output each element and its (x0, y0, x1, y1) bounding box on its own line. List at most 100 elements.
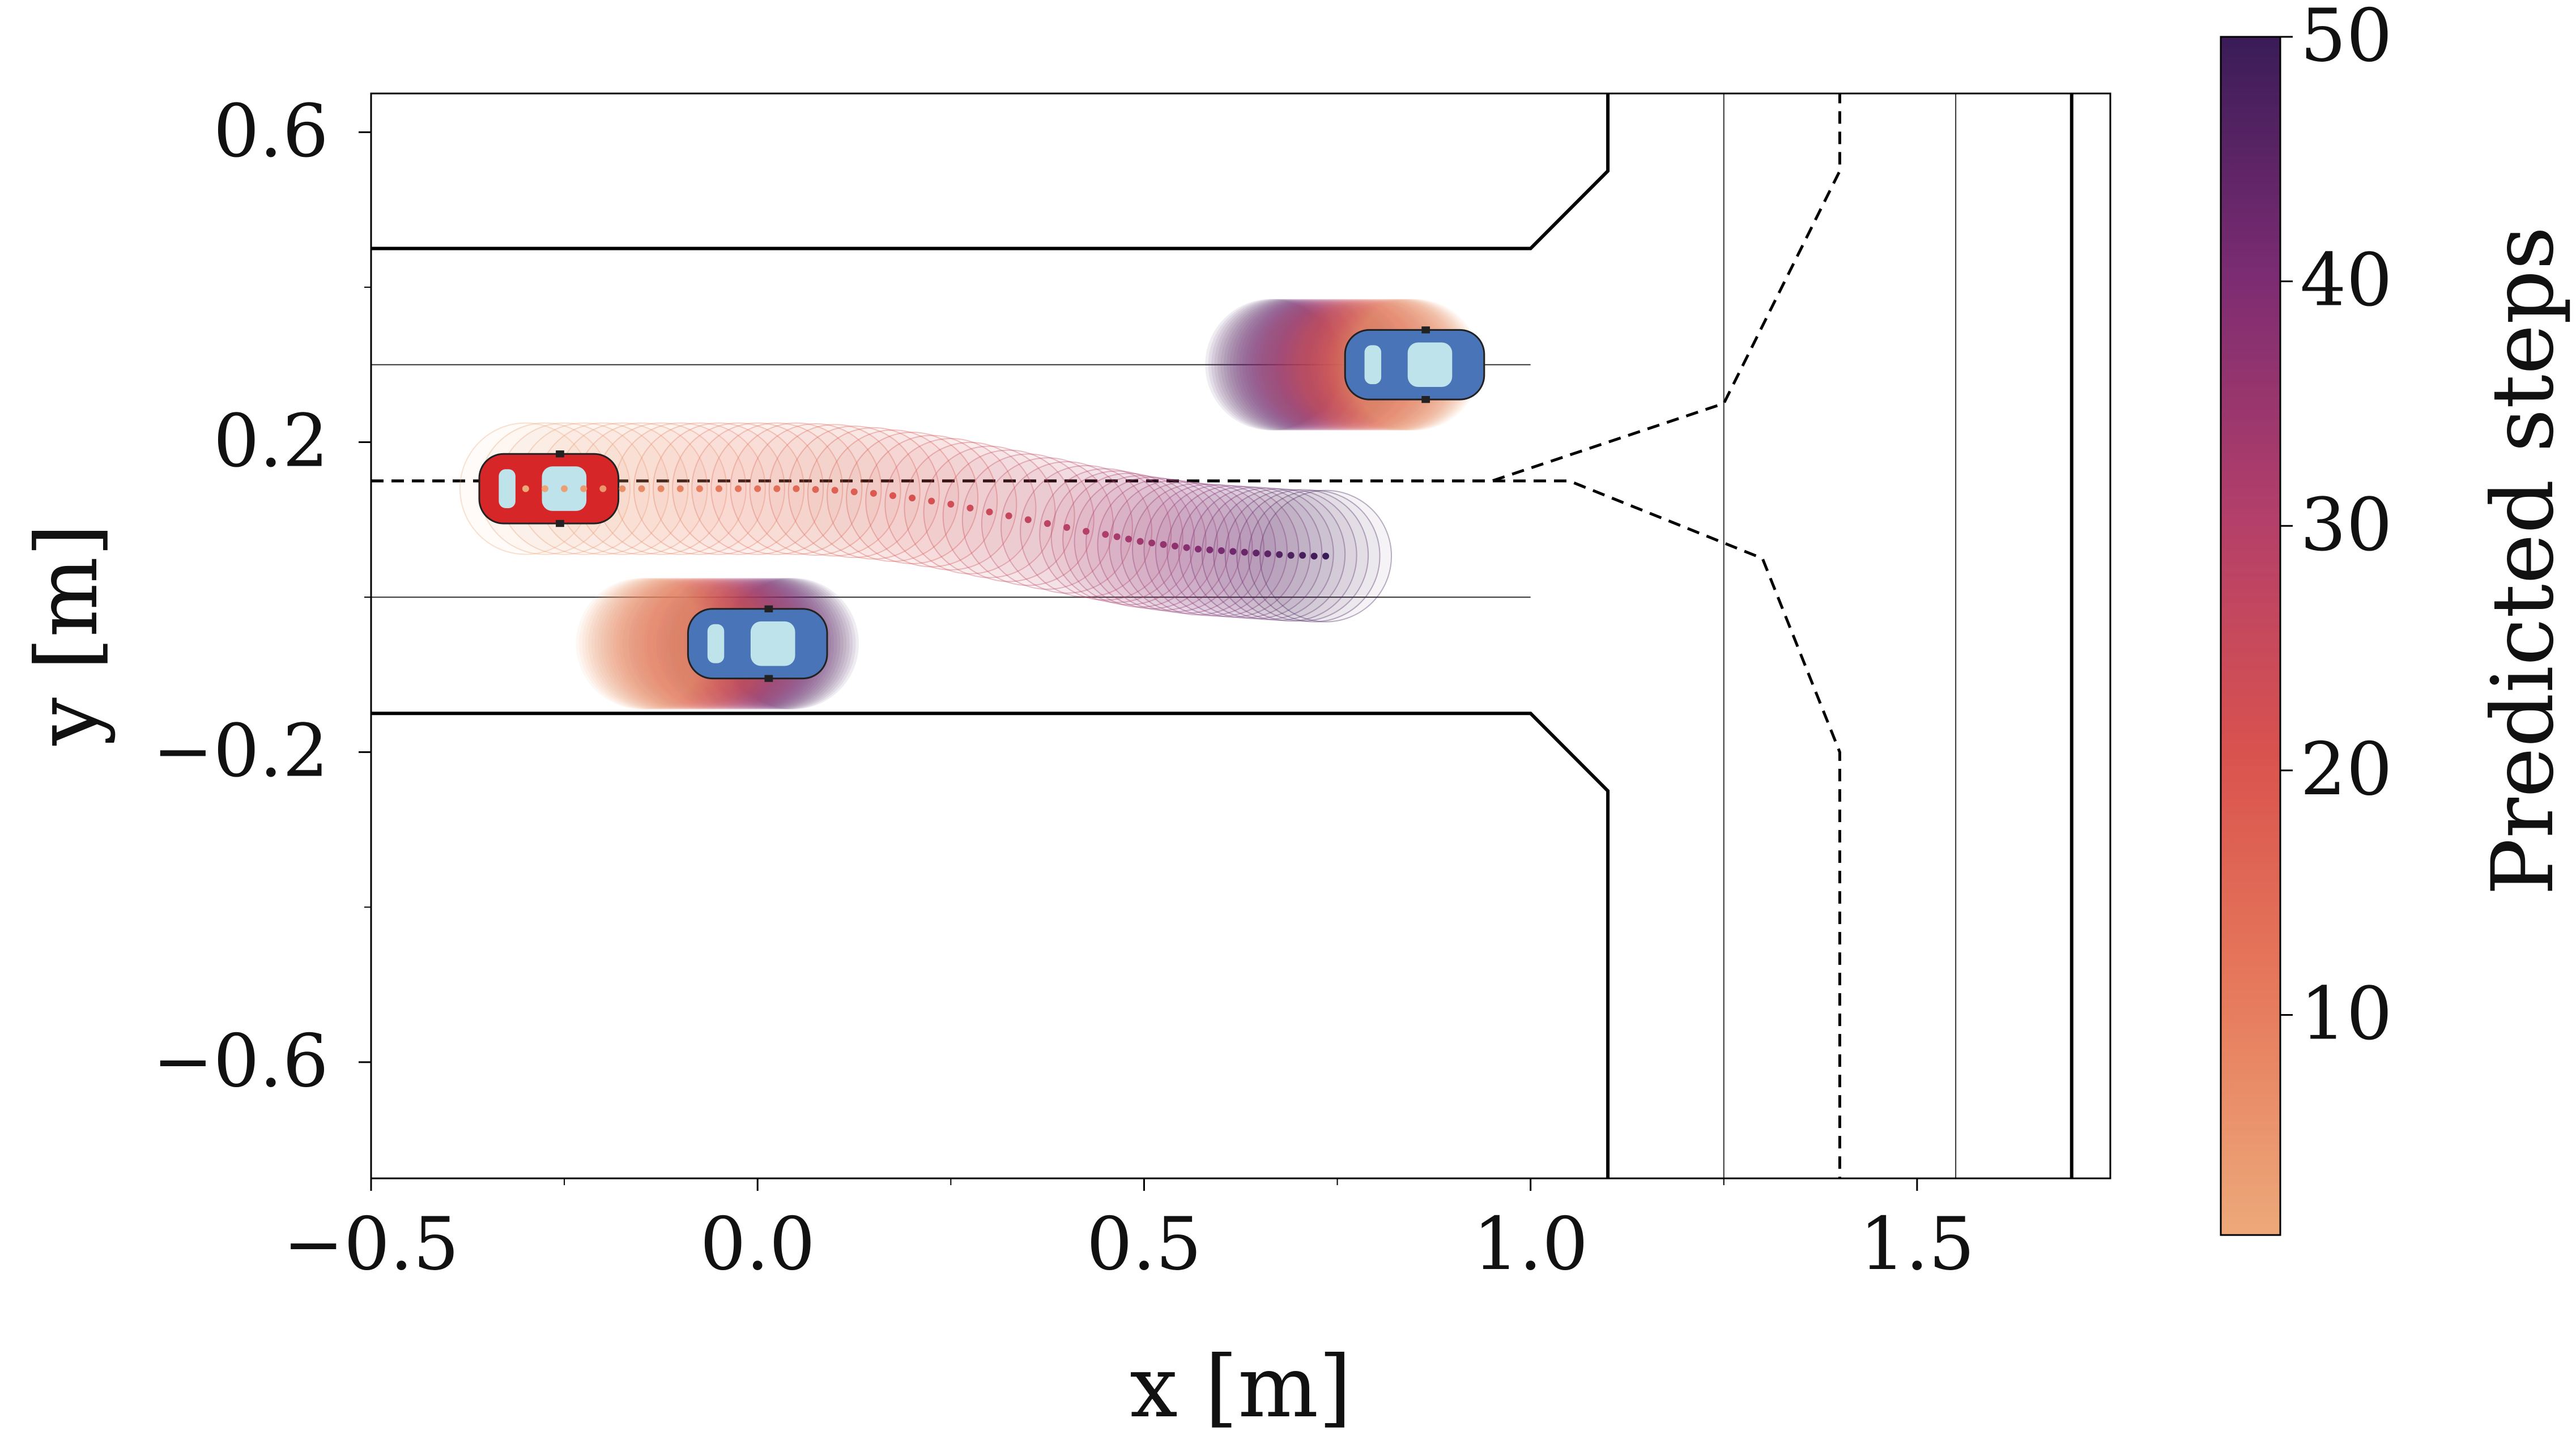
obstacle-footprint (594, 578, 726, 710)
predicted-point (1125, 535, 1132, 543)
y-axis-ticks: 0.6 0.2 −0.2 −0.6 (152, 89, 371, 1104)
predicted-point (1136, 538, 1144, 545)
obstacle-footprint (1236, 299, 1368, 431)
predicted-point (1241, 548, 1248, 556)
reference-path-dashed (371, 93, 1841, 483)
obstacle-footprint (1245, 299, 1377, 431)
obstacle-footprint (1220, 299, 1352, 431)
predicted-point (966, 504, 974, 512)
predicted-point (812, 486, 819, 493)
predicted-point (928, 497, 935, 505)
obstacle-footprint (588, 578, 720, 710)
obstacle-footprint (1205, 299, 1337, 431)
obstacle-footprint (1214, 299, 1346, 431)
predicted-point (870, 489, 877, 497)
obstacle-footprint (1251, 299, 1383, 431)
predicted-point (947, 500, 955, 508)
obstacle-footprint (585, 578, 717, 710)
obstacle-footprint (1254, 299, 1386, 431)
vehicle-ego (478, 450, 620, 527)
predicted-point (696, 485, 703, 492)
colorbar-tick-label: 30 (2300, 483, 2392, 567)
predicted-point (1083, 527, 1090, 535)
predicted-point (1160, 541, 1167, 548)
predicted-point (1024, 516, 1032, 523)
obstacle-footprint (1208, 299, 1340, 431)
predicted-point (1113, 533, 1121, 540)
predicted-point (831, 487, 838, 494)
colorbar-tick-label: 50 (2300, 0, 2392, 78)
vehicle-mirror (764, 675, 773, 682)
vehicle-mirror (556, 520, 564, 527)
obstacle-footprint (1242, 299, 1374, 431)
predicted-point (716, 485, 722, 492)
vehicle-rear-window (499, 469, 516, 508)
predicted-point (1287, 552, 1295, 559)
predicted-point (986, 508, 993, 516)
obstacle-footprint (1248, 299, 1380, 431)
predicted-point (1044, 520, 1051, 527)
vehicle-windshield (750, 621, 795, 666)
predicted-point (1148, 539, 1156, 547)
colorbar-tick-label: 20 (2300, 727, 2392, 812)
predicted-point (676, 485, 684, 492)
x-tick-label: 0.0 (700, 1202, 815, 1287)
predicted-point (1229, 548, 1237, 555)
predicted-point (1299, 552, 1306, 559)
predicted-point (1310, 552, 1318, 560)
y-tick-label: 0.6 (213, 89, 329, 173)
predicted-point (1322, 552, 1330, 560)
road-boundary (371, 93, 1610, 250)
colorbar-gradient (2220, 36, 2281, 1236)
colorbar-tick-label: 40 (2300, 239, 2392, 323)
predicted-point (599, 485, 607, 492)
vehicle-mirror (1421, 396, 1430, 403)
vehicle-mirror (556, 450, 564, 458)
vehicle-rear-window (1364, 345, 1382, 385)
predicted-point (1183, 544, 1190, 551)
predicted-point (1194, 546, 1202, 553)
predicted-point (619, 485, 626, 492)
obstacle-footprint (582, 578, 714, 710)
plot-frame (370, 92, 2111, 1180)
x-axis-label: x [m] (1130, 1338, 1352, 1437)
predicted-point (1276, 551, 1283, 558)
predicted-point (1102, 531, 1109, 538)
predicted-point (522, 485, 529, 492)
predicted-point (754, 485, 761, 492)
reference-path-dashed (371, 479, 1841, 1178)
obstacle-footprint (1258, 299, 1389, 431)
vehicle-other (1344, 326, 1485, 403)
colorbar-label: Predicted steps (2474, 226, 2573, 895)
predicted-point (1253, 550, 1260, 557)
y-tick-label: −0.6 (152, 1019, 329, 1104)
predicted-point (773, 485, 781, 492)
predicted-point (735, 485, 742, 492)
predicted-point (1005, 512, 1012, 520)
obstacle-footprint (1217, 299, 1349, 431)
obstacle-footprint (1211, 299, 1343, 431)
vehicle-other (687, 605, 828, 682)
obstacle-footprint (1233, 299, 1365, 431)
colorbar: 10 20 30 40 50 Predicted steps (2220, 0, 2573, 1236)
plot-area (370, 92, 2111, 1180)
obstacle-footprint (1223, 299, 1355, 431)
predicted-point (889, 492, 896, 499)
predicted-point (1172, 542, 1179, 550)
vehicle-mirror (1421, 326, 1430, 334)
predicted-point-layer (522, 485, 1330, 560)
predicted-point (1206, 546, 1214, 553)
predicted-point (580, 485, 587, 492)
vehicle-rear-window (707, 624, 725, 663)
y-axis-label: y [m] (18, 523, 117, 746)
y-tick-label: −0.2 (152, 709, 329, 794)
vehicle-mirror (764, 605, 773, 612)
obstacle-footprint (579, 578, 710, 710)
predicted-point (542, 485, 548, 492)
x-axis-ticks: −0.5 0.0 0.5 1.0 1.5 (283, 1178, 1975, 1287)
vehicle-layer (478, 326, 1485, 682)
predicted-point (638, 485, 645, 492)
vehicle-windshield (1407, 342, 1453, 388)
y-tick-label: 0.2 (213, 399, 329, 484)
